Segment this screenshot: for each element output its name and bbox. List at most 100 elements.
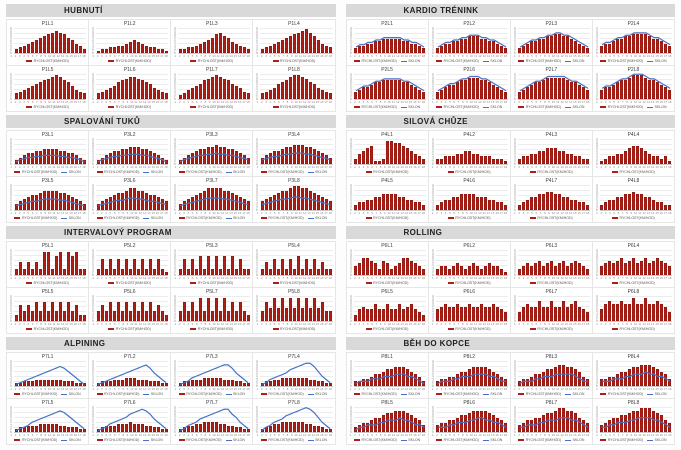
mini-chart[interactable]: P3L3 RYCHLOST(KM/HOD) 1 2 3 4 5 6 7 8 9 10 11 12 13 14 1… [171,131,253,176]
mini-chart[interactable]: P6L6 RYCHLOST(KM/HOD) 1 2 3 4 5 6 7 8 9 10 11 12 13 14 1… [428,288,510,333]
x-tick-label: 12 [302,211,307,215]
mini-chart[interactable]: P4L3 RYCHLOST(KM/HOD) 1 2 3 4 5 6 7 8 9 10 11 12 13 14 1… [510,131,592,176]
mini-chart[interactable]: P7L7 RYCHLOST(KM/HOD) 1 2 3 4 5 6 7 8 9 10 11 12 13 14 1… [171,399,253,444]
x-tick-label: 12 [138,387,143,391]
mini-chart[interactable]: P2L4 RYCHLOST(KM/HOD) 1 2 3 4 5 6 7 8 9 10 11 12 13 14 1… [592,20,674,65]
bar [620,197,624,210]
x-tick-label: 3 [18,387,21,391]
mini-chart[interactable]: P3L1 RYCHLOST(KM/HOD) 1 2 3 4 5 6 7 8 9 10 11 12 13 14 1… [7,131,89,176]
bar [124,148,128,164]
x-tick-label: 15 [151,100,155,104]
mini-chart[interactable]: P4L6 RYCHLOST(KM/HOD) 1 2 3 4 5 6 7 8 9 10 11 12 13 14 1… [428,177,510,222]
mini-chart[interactable]: P1L7 RYCHLOST(KM/HOD) 1 2 3 4 5 6 7 8 9 10 11 12 13 14 1… [171,66,253,111]
x-axis: 1 2 3 4 5 6 7 8 9 10 11 12 13 14 15 16 17 18 [595,322,672,326]
bar [460,153,464,164]
mini-chart[interactable]: P8L2 RYCHLOST(KM/HOD) 1 2 3 4 5 6 7 8 9 10 11 12 13 14 1… [428,353,510,398]
bar [242,382,246,386]
x-tick-label: 8 [286,433,289,437]
legend-bar-entry: RYCHLOST(KM/HOD) [529,216,573,220]
mini-chart[interactable]: P3L7 RYCHLOST(KM/HOD) 1 2 3 4 5 6 7 8 9 10 11 12 13 14 1… [171,177,253,222]
mini-chart[interactable]: P6L5 RYCHLOST(KM/HOD) 1 2 3 4 5 6 7 8 9 10 11 12 13 14 1… [346,288,428,333]
mini-chart[interactable]: P8L1 RYCHLOST(KM/HOD) 1 2 3 4 5 6 7 8 9 10 11 12 13 14 1… [346,353,428,398]
mini-chart[interactable]: P5L8 RYCHLOST(KM/HOD) 1 2 3 4 5 6 7 8 9 10 11 12 13 14 1… [253,288,335,333]
legend: RYCHLOST(KM/HOD) SKLON [255,215,332,221]
mini-chart[interactable]: P7L2 RYCHLOST(KM/HOD) 1 2 3 4 5 6 7 8 9 10 11 12 13 14 1… [89,353,171,398]
x-tick-label: 7 [118,165,120,169]
mini-chart[interactable]: P4L7 RYCHLOST(KM/HOD) 1 2 3 4 5 6 7 8 9 10 11 12 13 14 1… [510,177,592,222]
x-tick-label: 17 [242,211,246,215]
mini-chart[interactable]: P5L4 RYCHLOST(KM/HOD) 1 2 3 4 5 6 7 8 9 10 11 12 13 14 1… [253,242,335,287]
bar [668,312,672,321]
mini-chart[interactable]: P2L1 RYCHLOST(KM/HOD) 1 2 3 4 5 6 7 8 9 10 11 12 13 14 1… [346,20,428,65]
mini-chart[interactable]: P6L7 RYCHLOST(KM/HOD) 1 2 3 4 5 6 7 8 9 10 11 12 13 14 1… [510,288,592,333]
x-tick-label: 5 [449,276,451,280]
legend-bar-swatch [612,216,619,220]
mini-chart[interactable]: P2L6 RYCHLOST(KM/HOD) 1 2 3 4 5 6 7 8 9 10 11 12 13 14 1… [428,66,510,111]
mini-chart[interactable]: P3L5 RYCHLOST(KM/HOD) 1 2 3 4 5 6 7 8 9 10 11 12 13 14 1… [7,177,89,222]
mini-chart[interactable]: P7L4 RYCHLOST(KM/HOD) 1 2 3 4 5 6 7 8 9 10 11 12 13 14 1… [253,353,335,398]
mini-chart[interactable]: P5L6 RYCHLOST(KM/HOD) 1 2 3 4 5 6 7 8 9 10 11 12 13 14 1… [89,288,171,333]
mini-chart[interactable]: P7L3 RYCHLOST(KM/HOD) 1 2 3 4 5 6 7 8 9 10 11 12 13 14 1… [171,353,253,398]
mini-chart[interactable]: P2L7 RYCHLOST(KM/HOD) 1 2 3 4 5 6 7 8 9 10 11 12 13 14 1… [510,66,592,111]
x-tick-label: 12 [396,165,400,169]
mini-chart[interactable]: P2L2 RYCHLOST(KM/HOD) 1 2 3 4 5 6 7 8 9 10 11 12 13 14 1… [428,20,510,65]
mini-chart[interactable]: P1L8 RYCHLOST(KM/HOD) 1 2 3 4 5 6 7 8 9 10 11 12 13 14 1… [253,66,335,111]
mini-chart[interactable]: P4L1 RYCHLOST(KM/HOD) 1 2 3 4 5 6 7 8 9 10 11 12 13 14 1… [346,131,428,176]
bar [316,87,320,99]
mini-chart[interactable]: P1L6 RYCHLOST(KM/HOD) 1 2 3 4 5 6 7 8 9 10 11 12 13 14 1… [89,66,171,111]
mini-chart[interactable]: P5L2 RYCHLOST(KM/HOD) 1 2 3 4 5 6 7 8 9 10 11 12 13 14 1… [89,242,171,287]
bar [152,47,156,53]
mini-chart[interactable]: P8L4 RYCHLOST(KM/HOD) 1 2 3 4 5 6 7 8 9 10 11 12 13 14 1… [592,353,674,398]
bar [82,314,86,321]
mini-chart[interactable]: P5L3 RYCHLOST(KM/HOD) 1 2 3 4 5 6 7 8 9 10 11 12 13 14 1… [171,242,253,287]
x-tick-label: 9 [548,100,550,104]
mini-chart[interactable]: P7L1 RYCHLOST(KM/HOD) 1 2 3 4 5 6 7 8 9 10 11 12 13 14 1… [7,353,89,398]
mini-chart[interactable]: P7L5 RYCHLOST(KM/HOD) 1 2 3 4 5 6 7 8 9 10 11 12 13 14 1… [7,399,89,444]
mini-chart[interactable]: P3L2 RYCHLOST(KM/HOD) 1 2 3 4 5 6 7 8 9 10 11 12 13 14 1… [89,131,171,176]
mini-chart[interactable]: P8L3 RYCHLOST(KM/HOD) 1 2 3 4 5 6 7 8 9 10 11 12 13 14 1… [510,353,592,398]
mini-chart[interactable]: P1L2 RYCHLOST(KM/HOD) 1 2 3 4 5 6 7 8 9 10 11 12 13 14 1… [89,20,171,65]
mini-chart[interactable]: P5L7 RYCHLOST(KM/HOD) 1 2 3 4 5 6 7 8 9 10 11 12 13 14 1… [171,288,253,333]
mini-chart[interactable]: P6L2 RYCHLOST(KM/HOD) 1 2 3 4 5 6 7 8 9 10 11 12 13 14 1… [428,242,510,287]
bar [600,161,604,164]
chart-title: P1L8 [288,67,300,73]
x-tick-label: 13 [564,165,568,169]
mini-chart[interactable]: P3L6 RYCHLOST(KM/HOD) 1 2 3 4 5 6 7 8 9 10 11 12 13 14 1… [89,177,171,222]
mini-chart[interactable]: P6L4 RYCHLOST(KM/HOD) 1 2 3 4 5 6 7 8 9 10 11 12 13 14 1… [592,242,674,287]
mini-chart[interactable]: P2L5 RYCHLOST(KM/HOD) 1 2 3 4 5 6 7 8 9 10 11 12 13 14 1… [346,66,428,111]
mini-chart[interactable]: P4L8 RYCHLOST(KM/HOD) 1 2 3 4 5 6 7 8 9 10 11 12 13 14 1… [592,177,674,222]
mini-chart[interactable]: P2L3 RYCHLOST(KM/HOD) 1 2 3 4 5 6 7 8 9 10 11 12 13 14 1… [510,20,592,65]
mini-chart[interactable]: P1L3 RYCHLOST(KM/HOD) 1 2 3 4 5 6 7 8 9 10 11 12 13 14 1… [171,20,253,65]
mini-chart[interactable]: P5L1 RYCHLOST(KM/HOD) 1 2 3 4 5 6 7 8 9 10 11 12 13 14 1… [7,242,89,287]
bar [464,80,468,99]
mini-chart[interactable]: P2L8 RYCHLOST(KM/HOD) 1 2 3 4 5 6 7 8 9 10 11 12 13 14 1… [592,66,674,111]
legend-bar-label: RYCHLOST(KM/HOD) [268,216,304,220]
x-tick-label: 4 [105,211,107,215]
mini-chart[interactable]: P6L1 RYCHLOST(KM/HOD) 1 2 3 4 5 6 7 8 9 10 11 12 13 14 1… [346,242,428,287]
x-tick-label: 16 [155,100,160,104]
x-tick-label: 7 [621,54,624,58]
mini-chart[interactable]: P8L7 RYCHLOST(KM/HOD) 1 2 3 4 5 6 7 8 9 10 11 12 13 14 1… [510,399,592,444]
chart-title: P5L5 [41,289,54,295]
x-tick-label: 7 [621,276,624,280]
mini-chart[interactable]: P3L4 RYCHLOST(KM/HOD) 1 2 3 4 5 6 7 8 9 10 11 12 13 14 1… [253,131,335,176]
mini-chart[interactable]: P7L6 RYCHLOST(KM/HOD) 1 2 3 4 5 6 7 8 9 10 11 12 13 14 1… [89,399,171,444]
mini-chart[interactable]: P1L4 RYCHLOST(KM/HOD) 1 2 3 4 5 6 7 8 9 10 11 12 13 14 1… [253,20,335,65]
mini-chart[interactable]: P4L5 RYCHLOST(KM/HOD) 1 2 3 4 5 6 7 8 9 10 11 12 13 14 1… [346,177,428,222]
x-tick-label: 18 [668,211,672,215]
mini-chart[interactable]: P8L5 RYCHLOST(KM/HOD) 1 2 3 4 5 6 7 8 9 10 11 12 13 14 1… [346,399,428,444]
mini-chart[interactable]: P8L6 RYCHLOST(KM/HOD) 1 2 3 4 5 6 7 8 9 10 11 12 13 14 1… [428,399,510,444]
mini-chart[interactable]: P5L5 RYCHLOST(KM/HOD) 1 2 3 4 5 6 7 8 9 10 11 12 13 14 1… [7,288,89,333]
mini-chart[interactable]: P6L3 RYCHLOST(KM/HOD) 1 2 3 4 5 6 7 8 9 10 11 12 13 14 1… [510,242,592,287]
legend-line-label: SKLON [233,392,245,396]
mini-chart[interactable]: P6L8 RYCHLOST(KM/HOD) 1 2 3 4 5 6 7 8 9 10 11 12 13 14 1… [592,288,674,333]
mini-chart[interactable]: P3L8 RYCHLOST(KM/HOD) 1 2 3 4 5 6 7 8 9 10 11 12 13 14 1… [253,177,335,222]
mini-chart[interactable]: P1L5 RYCHLOST(KM/HOD) 1 2 3 4 5 6 7 8 9 10 11 12 13 14 1… [7,66,89,111]
mini-chart[interactable]: P8L8 RYCHLOST(KM/HOD) 1 2 3 4 5 6 7 8 9 10 11 12 13 14 1… [592,399,674,444]
mini-chart[interactable]: P4L2 RYCHLOST(KM/HOD) 1 2 3 4 5 6 7 8 9 10 11 12 13 14 1… [428,131,510,176]
mini-chart[interactable]: P4L4 RYCHLOST(KM/HOD) 1 2 3 4 5 6 7 8 9 10 11 12 13 14 1… [592,131,674,176]
x-tick-label: 18 [421,387,426,391]
mini-chart[interactable]: P1L1 RYCHLOST(KM/HOD) 1 2 3 4 5 6 7 8 9 10 11 12 13 14 1… [7,20,89,65]
mini-chart[interactable]: P7L8 RYCHLOST(KM/HOD) 1 2 3 4 5 6 7 8 9 10 11 12 13 14 1… [253,399,335,444]
legend-line-label: SKLON [68,392,81,396]
